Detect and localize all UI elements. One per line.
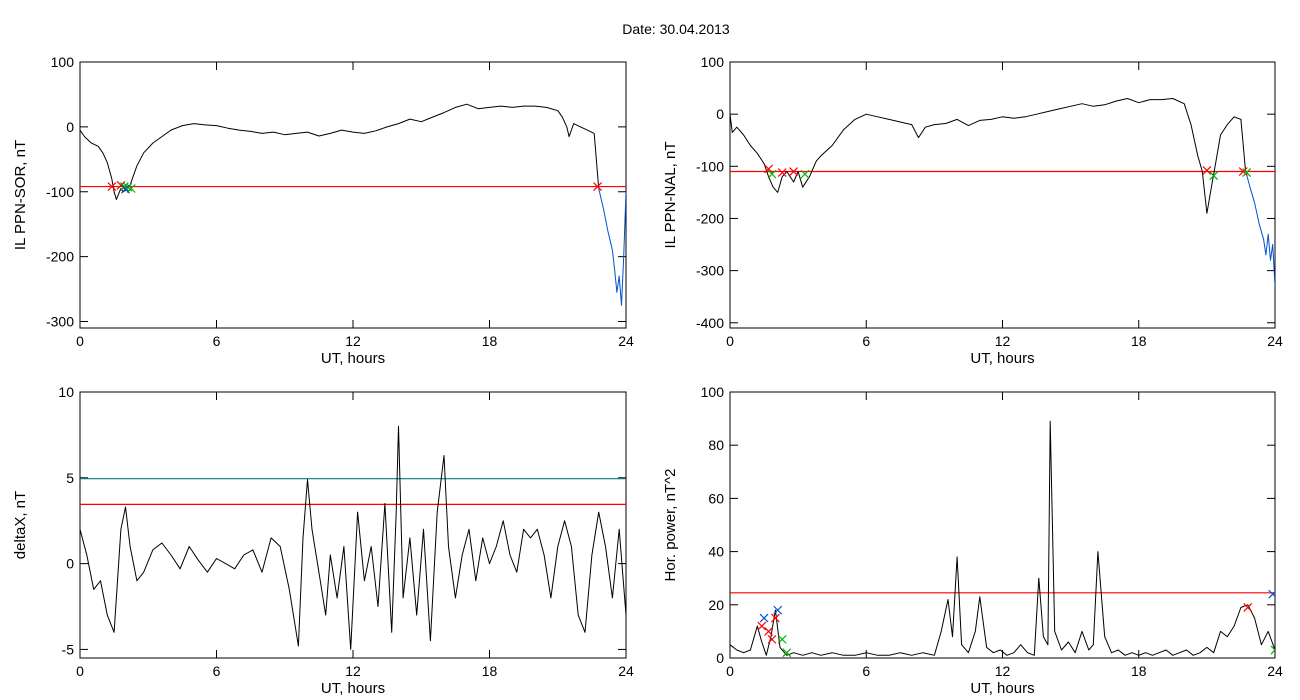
y-tick-label: 5 [66,470,74,486]
event-marker-green [1209,171,1219,181]
x-tick-label: 18 [482,333,498,349]
plot-area [80,425,626,650]
event-marker-green [800,169,810,179]
x-tick-label: 6 [213,663,221,679]
event-marker-red [764,164,774,174]
series-line-black [80,103,600,200]
event-marker-red [770,613,780,623]
event-marker-red [107,182,117,191]
y-tick-label: 0 [66,556,74,572]
event-marker-green [777,634,787,644]
event-marker-red [767,634,777,644]
chart-panel-p2: 0 6 12 18 24 100 0 -100 -200 -300 -400 UT, hours IL … [662,54,1283,367]
event-marker-red [777,168,787,177]
plot-area [730,420,1275,658]
y-tick-label: 100 [701,384,725,400]
plot-frame [79,61,627,329]
x-tick-label: 0 [726,663,734,679]
x-tick-label: 24 [1267,333,1283,349]
y-axis-label: IL PPN-SOR, nT [12,140,29,250]
series-line-blue [598,188,626,306]
event-marker-blue [759,613,769,623]
x-axis-label: UT, hours [970,680,1034,697]
event-marker-green [1242,168,1252,177]
y-tick-label: -200 [696,210,724,226]
x-tick-label: 18 [482,663,498,679]
x-tick-label: 18 [1131,663,1147,679]
event-marker-red [1202,166,1212,175]
event-marker-blue [773,605,783,615]
chart-panel-p1: 0 6 12 18 24 100 0 -100 -200 -300 UT, hours IL PPN-… [12,54,634,367]
y-tick-label: -400 [696,315,724,331]
y-tick-label: 100 [51,54,75,70]
x-tick-label: 0 [76,663,84,679]
x-tick-label: 6 [862,333,870,349]
y-tick-label: -300 [46,314,74,330]
event-marker-red [757,621,767,631]
plot-area [80,103,626,306]
x-tick-label: 12 [995,663,1011,679]
y-tick-label: 10 [58,384,74,400]
x-tick-label: 24 [618,663,634,679]
x-tick-label: 12 [345,333,361,349]
event-marker-red [1238,167,1248,176]
x-tick-label: 0 [726,333,734,349]
event-marker-green [782,648,792,658]
y-axis-label: deltaX, nT [12,491,29,559]
y-tick-label: -100 [46,184,74,200]
event-marker-red [764,626,774,636]
event-marker-red [789,167,799,176]
series-line-blue [1245,170,1275,287]
figure-title: Date: 30.04.2013 [622,21,730,37]
y-tick-label: 40 [708,544,724,560]
plot-frame [729,391,1276,659]
plot-frame [79,391,627,659]
x-tick-label: 12 [345,663,361,679]
x-tick-label: 0 [76,333,84,349]
y-axis-label: IL PPN-NAL, nT [662,142,679,249]
event-marker-green [119,182,129,191]
x-axis-label: UT, hours [321,680,385,697]
event-marker-blue [1268,589,1275,599]
series-line-black [80,425,626,650]
y-tick-label: 0 [66,119,74,135]
x-tick-label: 24 [1267,663,1283,679]
event-marker-red [1243,603,1253,612]
series-line-black [730,420,1275,656]
y-tick-label: 20 [708,597,724,613]
y-tick-label: 60 [708,490,724,506]
series-line-black [730,98,1246,214]
x-axis-label: UT, hours [970,350,1034,367]
x-tick-label: 18 [1131,333,1147,349]
chart-panel-p4: 0 6 12 18 24 100 80 60 40 20 0 UT, hours Hor. power,… [662,384,1283,697]
y-axis-label: Hor. power, nT^2 [662,469,679,582]
y-tick-label: 100 [701,54,725,70]
y-tick-label: 0 [716,650,724,666]
y-tick-label: -5 [62,641,75,657]
y-tick-label: 80 [708,437,724,453]
event-marker-red [593,182,602,191]
x-tick-label: 12 [995,333,1011,349]
x-tick-label: 6 [213,333,221,349]
plot-frame [729,61,1276,329]
event-marker-green [1270,645,1275,655]
event-marker-green [767,169,777,179]
y-tick-label: -100 [696,158,724,174]
y-tick-label: -300 [696,263,724,279]
plot-area [730,98,1275,287]
y-tick-label: -200 [46,249,74,265]
event-marker-blue [121,184,130,194]
x-tick-label: 6 [862,663,870,679]
x-tick-label: 24 [618,333,634,349]
x-axis-label: UT, hours [321,350,385,367]
y-tick-label: 0 [716,106,724,122]
